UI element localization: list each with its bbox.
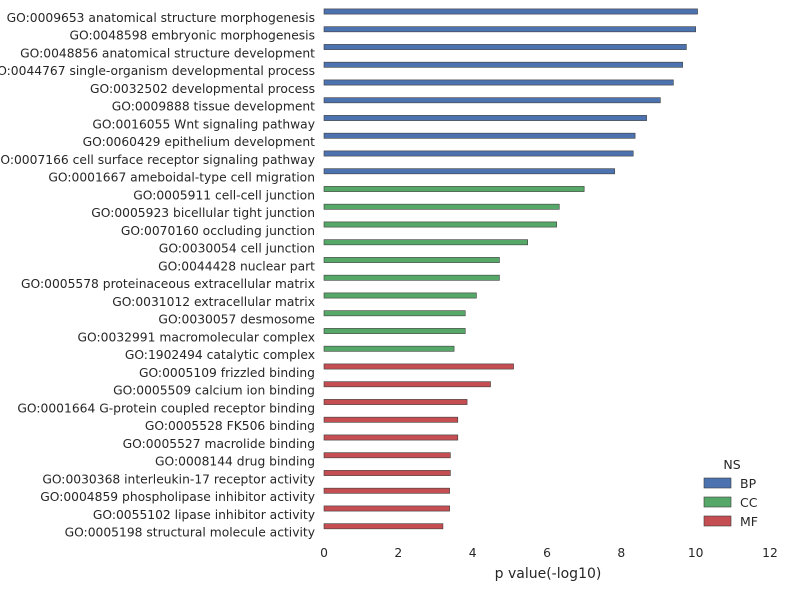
- y-tick-label: GO:0030057 desmosome: [158, 313, 315, 327]
- bar-cc: [323, 292, 477, 299]
- bar-bp: [323, 79, 674, 86]
- bar-mf: [323, 363, 514, 370]
- x-tick-label: 2: [394, 546, 402, 560]
- bar-bp: [323, 168, 615, 175]
- y-tick-label: GO:0030368 interleukin-17 receptor activ…: [42, 472, 315, 486]
- bar-cc: [323, 328, 466, 334]
- y-tick-label: GO:0005527 macrolide binding: [123, 437, 315, 451]
- y-tick-label: GO:0009888 tissue development: [112, 100, 315, 114]
- bar-mf: [323, 505, 450, 512]
- bar-mf: [323, 381, 491, 388]
- y-tick-label: GO:0030054 cell junction: [159, 242, 315, 256]
- bar-mf: [323, 523, 444, 530]
- bar-mf: [323, 452, 451, 459]
- bar-bp: [323, 150, 634, 157]
- legend-label-bp: BP: [740, 476, 757, 491]
- bar-bp: [323, 97, 661, 104]
- bar-cc: [323, 186, 585, 192]
- y-tick-label: GO:0001664 G-protein coupled receptor bi…: [17, 401, 315, 415]
- y-tick-label: GO:1902494 catalytic complex: [125, 348, 315, 362]
- bar-cc: [323, 203, 560, 210]
- y-tick-label: GO:0070160 occluding junction: [121, 224, 315, 238]
- y-tick-label: GO:0005911 cell-cell junction: [133, 188, 315, 202]
- y-tick-label: GO:0055102 lipase inhibitor activity: [93, 508, 315, 522]
- legend-title: NS: [723, 457, 740, 472]
- bar-bp: [323, 8, 698, 15]
- x-tick-labels: 0 2 4 6 8 10 12: [320, 546, 778, 560]
- y-tick-label: GO:0031012 extracellular matrix: [112, 295, 315, 309]
- legend-swatch-cc: [703, 496, 732, 508]
- y-tick-label: GO:0005923 bicellular tight junction: [91, 206, 315, 220]
- y-tick-label: GO:0016055 Wnt signaling pathway: [92, 117, 315, 131]
- x-tick-label: 4: [469, 546, 477, 560]
- x-tick-label: 10: [688, 546, 704, 560]
- bar-mf: [323, 416, 459, 423]
- y-tick-labels: GO:0009653 anatomical structure morphoge…: [0, 11, 315, 540]
- bar-bp: [323, 132, 636, 139]
- y-tick-label: GO:0044428 nuclear part: [158, 259, 315, 273]
- y-tick-label: GO:0001667 ameboidal-type cell migration: [48, 171, 315, 185]
- bar-cc: [323, 274, 500, 281]
- bar-mf: [323, 487, 450, 494]
- y-tick-label: GO:0005109 frizzled binding: [139, 366, 315, 380]
- y-tick-label: GO:0005528 FK506 binding: [145, 419, 315, 433]
- bar-cc: [323, 221, 557, 228]
- bar-mf: [323, 470, 451, 476]
- y-tick-label: GO:0060429 epithelium development: [83, 135, 316, 149]
- x-axis-label: p value(-log10): [495, 566, 602, 582]
- bar-cc: [323, 310, 466, 317]
- y-tick-label: GO:0005578 proteinaceous extracellular m…: [21, 277, 315, 291]
- legend-swatch-mf: [703, 515, 732, 527]
- bar-cc: [323, 257, 500, 263]
- bar-mf: [323, 399, 468, 405]
- y-tick-label: GO:0048856 anatomical structure developm…: [20, 46, 315, 60]
- y-tick-label: GO:0004859 phospholipase inhibitor activ…: [40, 490, 315, 504]
- x-tick-label: 8: [617, 546, 625, 560]
- y-tick-label: GO:0044767 single-organism developmental…: [0, 64, 315, 78]
- bar-bp: [323, 61, 683, 68]
- y-tick-label: GO:0032502 developmental process: [90, 82, 315, 96]
- x-tick-label: 0: [320, 546, 328, 560]
- bar-bp: [323, 44, 687, 50]
- y-tick-label: GO:0009653 anatomical structure morphoge…: [7, 11, 315, 25]
- y-tick-label: GO:0032991 macromolecular complex: [78, 330, 315, 344]
- y-tick-label: GO:0007166 cell surface receptor signali…: [0, 153, 315, 167]
- x-tick-label: 6: [543, 546, 551, 560]
- legend-label-cc: CC: [740, 495, 758, 510]
- y-tick-label: GO:0008144 drug binding: [155, 455, 315, 469]
- bars-group: [323, 8, 698, 530]
- legend-swatch-bp: [703, 477, 732, 489]
- bar-cc: [323, 239, 528, 246]
- y-tick-label: GO:0005198 structural molecule activity: [65, 526, 315, 540]
- bar-cc: [323, 345, 455, 352]
- y-tick-label: GO:0005509 calcium ion binding: [113, 384, 315, 398]
- bar-bp: [323, 26, 696, 33]
- x-tick-label: 12: [762, 546, 778, 560]
- bar-bp: [323, 115, 647, 121]
- legend: NS BP CC MF: [703, 457, 758, 529]
- y-tick-label: GO:0048598 embryonic morphogenesis: [69, 29, 315, 43]
- legend-label-mf: MF: [740, 514, 758, 529]
- bar-mf: [323, 434, 459, 441]
